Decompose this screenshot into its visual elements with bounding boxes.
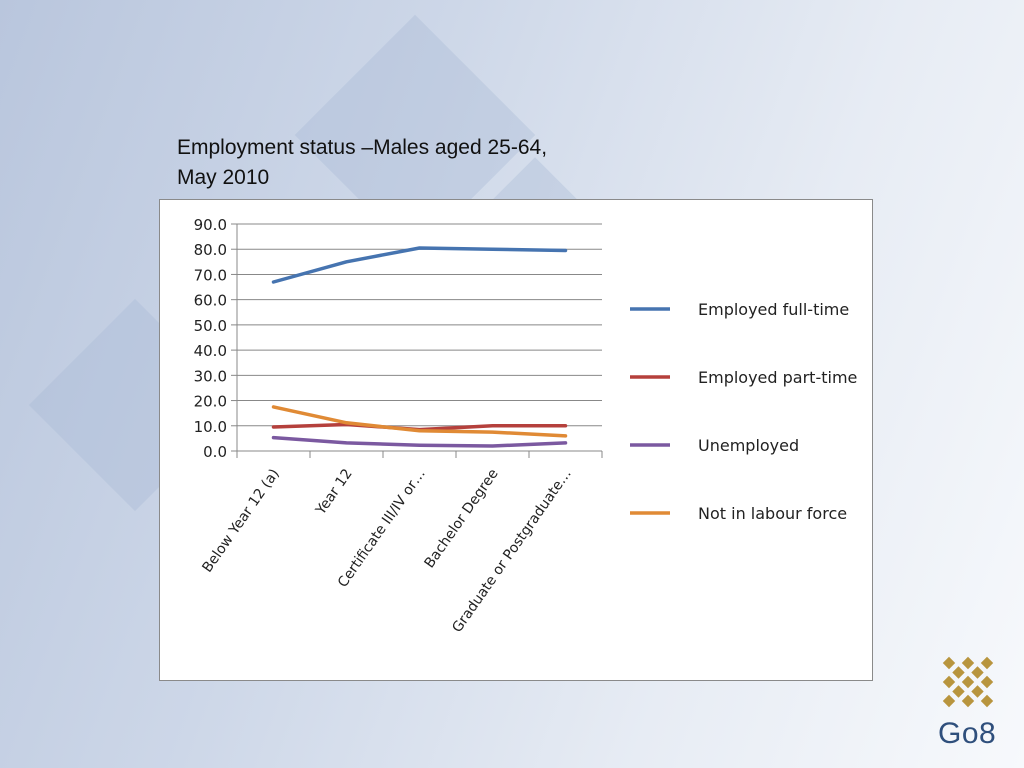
- slide-title-line-1: Employment status –Males aged 25-64,: [177, 136, 548, 159]
- x-tick-label: Year 12: [312, 466, 355, 519]
- logo-diamond: [942, 694, 956, 708]
- legend-label: Not in labour force: [698, 504, 847, 523]
- grid-layer: [237, 223, 602, 452]
- logo-diamond: [971, 685, 984, 698]
- series-layer: [271, 246, 568, 448]
- y-tick-label: 70.0: [194, 266, 227, 284]
- legend-layer: Employed full-time Employed part-time Unem…: [630, 300, 857, 523]
- x-tick-label: Below Year 12 (a): [199, 466, 282, 575]
- y-tick-label: 20.0: [194, 393, 227, 411]
- y-tick-label: 30.0: [194, 367, 227, 385]
- y-tick-label: 90.0: [194, 216, 227, 234]
- go8-logo: Go8: [930, 652, 1010, 752]
- legend-label: Unemployed: [698, 436, 799, 455]
- slide-title-line-2: May 2010: [177, 166, 270, 189]
- go8-diamond-mark-icon: [942, 656, 994, 708]
- y-tick-label: 40.0: [194, 342, 227, 360]
- legend-label: Employed part-time: [698, 368, 857, 387]
- logo-diamond: [952, 666, 965, 679]
- series-line-not-in-labour-force: [271, 405, 568, 438]
- series-line-employed-part-time: [271, 422, 568, 432]
- logo-diamond: [961, 694, 975, 708]
- x-tick-label: Graduate or Postgraduate…: [449, 466, 574, 636]
- logo-diamond: [971, 666, 984, 679]
- go8-logo-text: Go8: [938, 717, 997, 750]
- y-tick-label: 50.0: [194, 317, 227, 335]
- line-chart: 0.0 10.0 20.0 30.0 40.0 50.0 60.0 70.0 80.0 90.0 B…: [194, 216, 858, 636]
- logo-diamond: [980, 656, 994, 670]
- slide-title: Employment status –Males aged 25-64, May…: [177, 133, 697, 193]
- y-tick-label: 10.0: [194, 418, 227, 436]
- y-tick-label: 0.0: [203, 443, 227, 461]
- logo-diamond: [980, 675, 994, 689]
- series-line-employed-full-time: [271, 246, 568, 284]
- logo-diamond: [952, 685, 965, 698]
- y-tick-label: 80.0: [194, 241, 227, 259]
- logo-diamond: [942, 656, 956, 670]
- chart-frame: 0.0 10.0 20.0 30.0 40.0 50.0 60.0 70.0 80.0 90.0 B…: [159, 199, 873, 681]
- x-tick-label: Bachelor Degree: [422, 466, 502, 571]
- logo-diamond: [961, 675, 975, 689]
- series-line-unemployed: [271, 435, 568, 448]
- y-tick-label: 60.0: [194, 292, 227, 310]
- logo-diamond: [980, 694, 994, 708]
- logo-diamond: [961, 656, 975, 670]
- legend-label: Employed full-time: [698, 300, 849, 319]
- logo-diamond: [942, 675, 956, 689]
